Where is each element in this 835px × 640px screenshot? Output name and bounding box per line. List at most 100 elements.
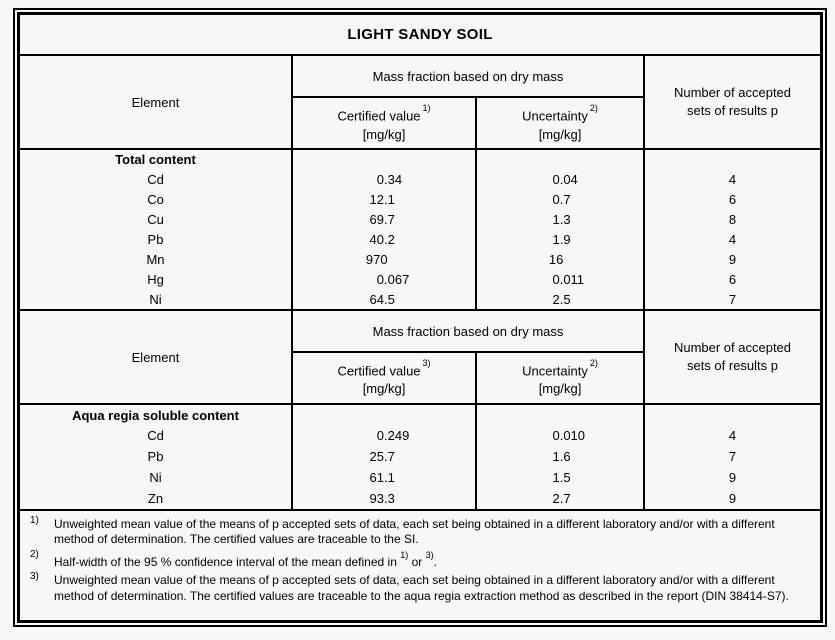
certified-value-unit: [mg/kg] <box>362 126 406 142</box>
certified-value-cell-wrap: 93. 3 <box>293 491 475 506</box>
footnote-2-body-or: or <box>408 554 426 569</box>
footnote-2-marker: 2) <box>30 548 39 560</box>
footnote-3-marker: 3) <box>30 571 39 583</box>
element-cell: Cu <box>147 212 164 228</box>
certified-value-cell: 40. 2 <box>291 229 476 250</box>
element-cell: Cd <box>147 428 164 444</box>
uncertainty-cell-frac: 9 <box>563 232 571 248</box>
certified-value-label: Certified value <box>337 363 421 379</box>
footnote-1-text: Unweighted mean value of the means of p … <box>54 517 789 548</box>
certified-value-cell-frac: 3 <box>387 491 395 507</box>
uncertainty-cell-wrap: 1. 6 <box>477 449 643 464</box>
certified-value-cell-int: 970 <box>365 252 388 268</box>
certified-value-cell: 970 <box>291 249 476 270</box>
uncertainty-cell: 0. 7 <box>475 189 644 210</box>
footnotes: 1) Unweighted mean value of the means of… <box>20 511 820 605</box>
table-row: Zn 93. 3 2. 7 9 <box>20 488 820 510</box>
accepted-sets-header-line1: Number of accepted <box>673 85 792 101</box>
uncertainty-cell-int: 16 <box>548 252 564 268</box>
uncertainty-cell-frac: 04 <box>563 172 578 188</box>
uncertainty-cell-int: 2. <box>552 491 564 507</box>
uncertainty-cell-wrap: 2. 7 <box>477 491 643 506</box>
certified-value-cell-frac: 1 <box>387 192 395 208</box>
certified-value-cell-wrap: 970 <box>293 252 475 267</box>
certified-value-cell: 0. 067 <box>291 269 476 290</box>
empty-cell <box>475 148 644 170</box>
empty-cell <box>643 403 820 426</box>
certified-value-cell-int: 12. <box>369 192 388 208</box>
group-label-cell: Aqua regia soluble content <box>20 403 292 426</box>
uncertainty-cell-frac: 010 <box>563 428 586 444</box>
accepted-sets-cell: 9 <box>643 249 820 270</box>
accepted-sets-header-line2: sets of results p <box>686 358 779 374</box>
uncertainty-cell: 2. 7 <box>475 488 644 510</box>
uncertainty-cell: 1. 5 <box>475 467 644 489</box>
certified-value-cell-frac: 34 <box>387 172 403 188</box>
footnotes-cell: 1) Unweighted mean value of the means of… <box>20 508 820 620</box>
accepted-sets-cell: 7 <box>643 446 820 468</box>
element-cell: Co <box>147 192 164 208</box>
uncertainty-cell-wrap: 1. 5 <box>477 470 643 485</box>
certified-values-table: LIGHT SANDY SOIL Element Mass fraction b… <box>20 15 820 620</box>
certified-value-cell-wrap: 61. 1 <box>293 470 475 485</box>
certified-value-cell: 64. 5 <box>291 289 476 310</box>
certified-value-cell-int: 0. <box>376 172 388 188</box>
uncertainty-cell: 0. 04 <box>475 169 644 190</box>
uncertainty-cell-wrap: 0. 010 <box>477 428 643 443</box>
certified-value-cell-wrap: 25. 7 <box>293 449 475 464</box>
element-cell: Zn <box>147 491 164 507</box>
uncertainty-cell: 16 <box>475 249 644 270</box>
uncertainty-cell: 1. 6 <box>475 446 644 468</box>
uncertainty-cell-frac: 5 <box>563 470 571 486</box>
certified-value-cell-wrap: 40. 2 <box>293 232 475 247</box>
table-row: Cd 0. 34 0. 04 4 <box>20 169 820 190</box>
uncertainty-cell: 2. 5 <box>475 289 644 310</box>
uncertainty-cell-int: 2. <box>552 291 564 307</box>
group-row: Aqua regia soluble content <box>20 403 820 426</box>
accepted-sets-cell: 6 <box>643 269 820 290</box>
document-frame: LIGHT SANDY SOIL Element Mass fraction b… <box>13 8 827 627</box>
certified-footnote-ref: 3) <box>422 357 431 368</box>
empty-cell <box>291 148 476 170</box>
mass-fraction-header: Mass fraction based on dry mass <box>291 54 644 99</box>
accepted-sets-cell: 9 <box>643 467 820 489</box>
certified-value-cell-frac: 7 <box>387 212 395 228</box>
group-row: Total content <box>20 148 820 170</box>
certified-value-header: Certified value1) [mg/kg] <box>291 97 476 150</box>
table-frame: LIGHT SANDY SOIL Element Mass fraction b… <box>17 12 823 623</box>
uncertainty-cell-wrap: 2. 5 <box>477 292 643 307</box>
certified-footnote-ref: 1) <box>422 103 431 114</box>
element-cell: Pb <box>147 232 164 248</box>
uncertainty-cell-int: 0. <box>552 428 564 444</box>
footnote-1-marker: 1) <box>30 514 39 526</box>
accepted-sets-cell: 7 <box>643 289 820 310</box>
uncertainty-cell-frac: 3 <box>563 212 571 228</box>
footnote-2-text: Half-width of the 95 % confidence interv… <box>54 550 789 571</box>
certified-value-cell-int: 0. <box>376 272 388 288</box>
certified-value-cell-wrap: 0. 249 <box>293 428 475 443</box>
accepted-sets-cell: 8 <box>643 209 820 230</box>
uncertainty-unit: [mg/kg] <box>538 381 582 397</box>
accepted-sets-cell: 6 <box>643 189 820 210</box>
empty-cell <box>291 403 476 426</box>
uncertainty-cell-wrap: 1. 3 <box>477 212 643 227</box>
empty-cell <box>475 403 644 426</box>
uncertainty-header: Uncertainty2) [mg/kg] <box>475 97 644 150</box>
certified-value-cell-int: 25. <box>369 449 388 465</box>
certified-value-cell: 0. 34 <box>291 169 476 190</box>
uncertainty-cell-int: 0. <box>552 272 564 288</box>
mass-fraction-header: Mass fraction based on dry mass <box>291 308 644 354</box>
certified-value-cell-int: 64. <box>369 291 388 307</box>
uncertainty-cell: 0. 010 <box>475 425 644 447</box>
table-row: Pb 25. 7 1. 6 7 <box>20 446 820 468</box>
uncertainty-cell-frac: 7 <box>563 491 571 507</box>
certified-value-cell: 12. 1 <box>291 189 476 210</box>
certified-value-cell-frac: 5 <box>387 291 395 307</box>
uncertainty-cell-wrap: 1. 9 <box>477 232 643 247</box>
certified-value-cell-int: 61. <box>369 470 388 486</box>
uncertainty-cell: 1. 9 <box>475 229 644 250</box>
empty-cell <box>643 148 820 170</box>
uncertainty-header: Uncertainty2) [mg/kg] <box>475 352 644 405</box>
element-column-header: Element <box>20 308 292 405</box>
table-row: Ni 61. 1 1. 5 9 <box>20 467 820 489</box>
